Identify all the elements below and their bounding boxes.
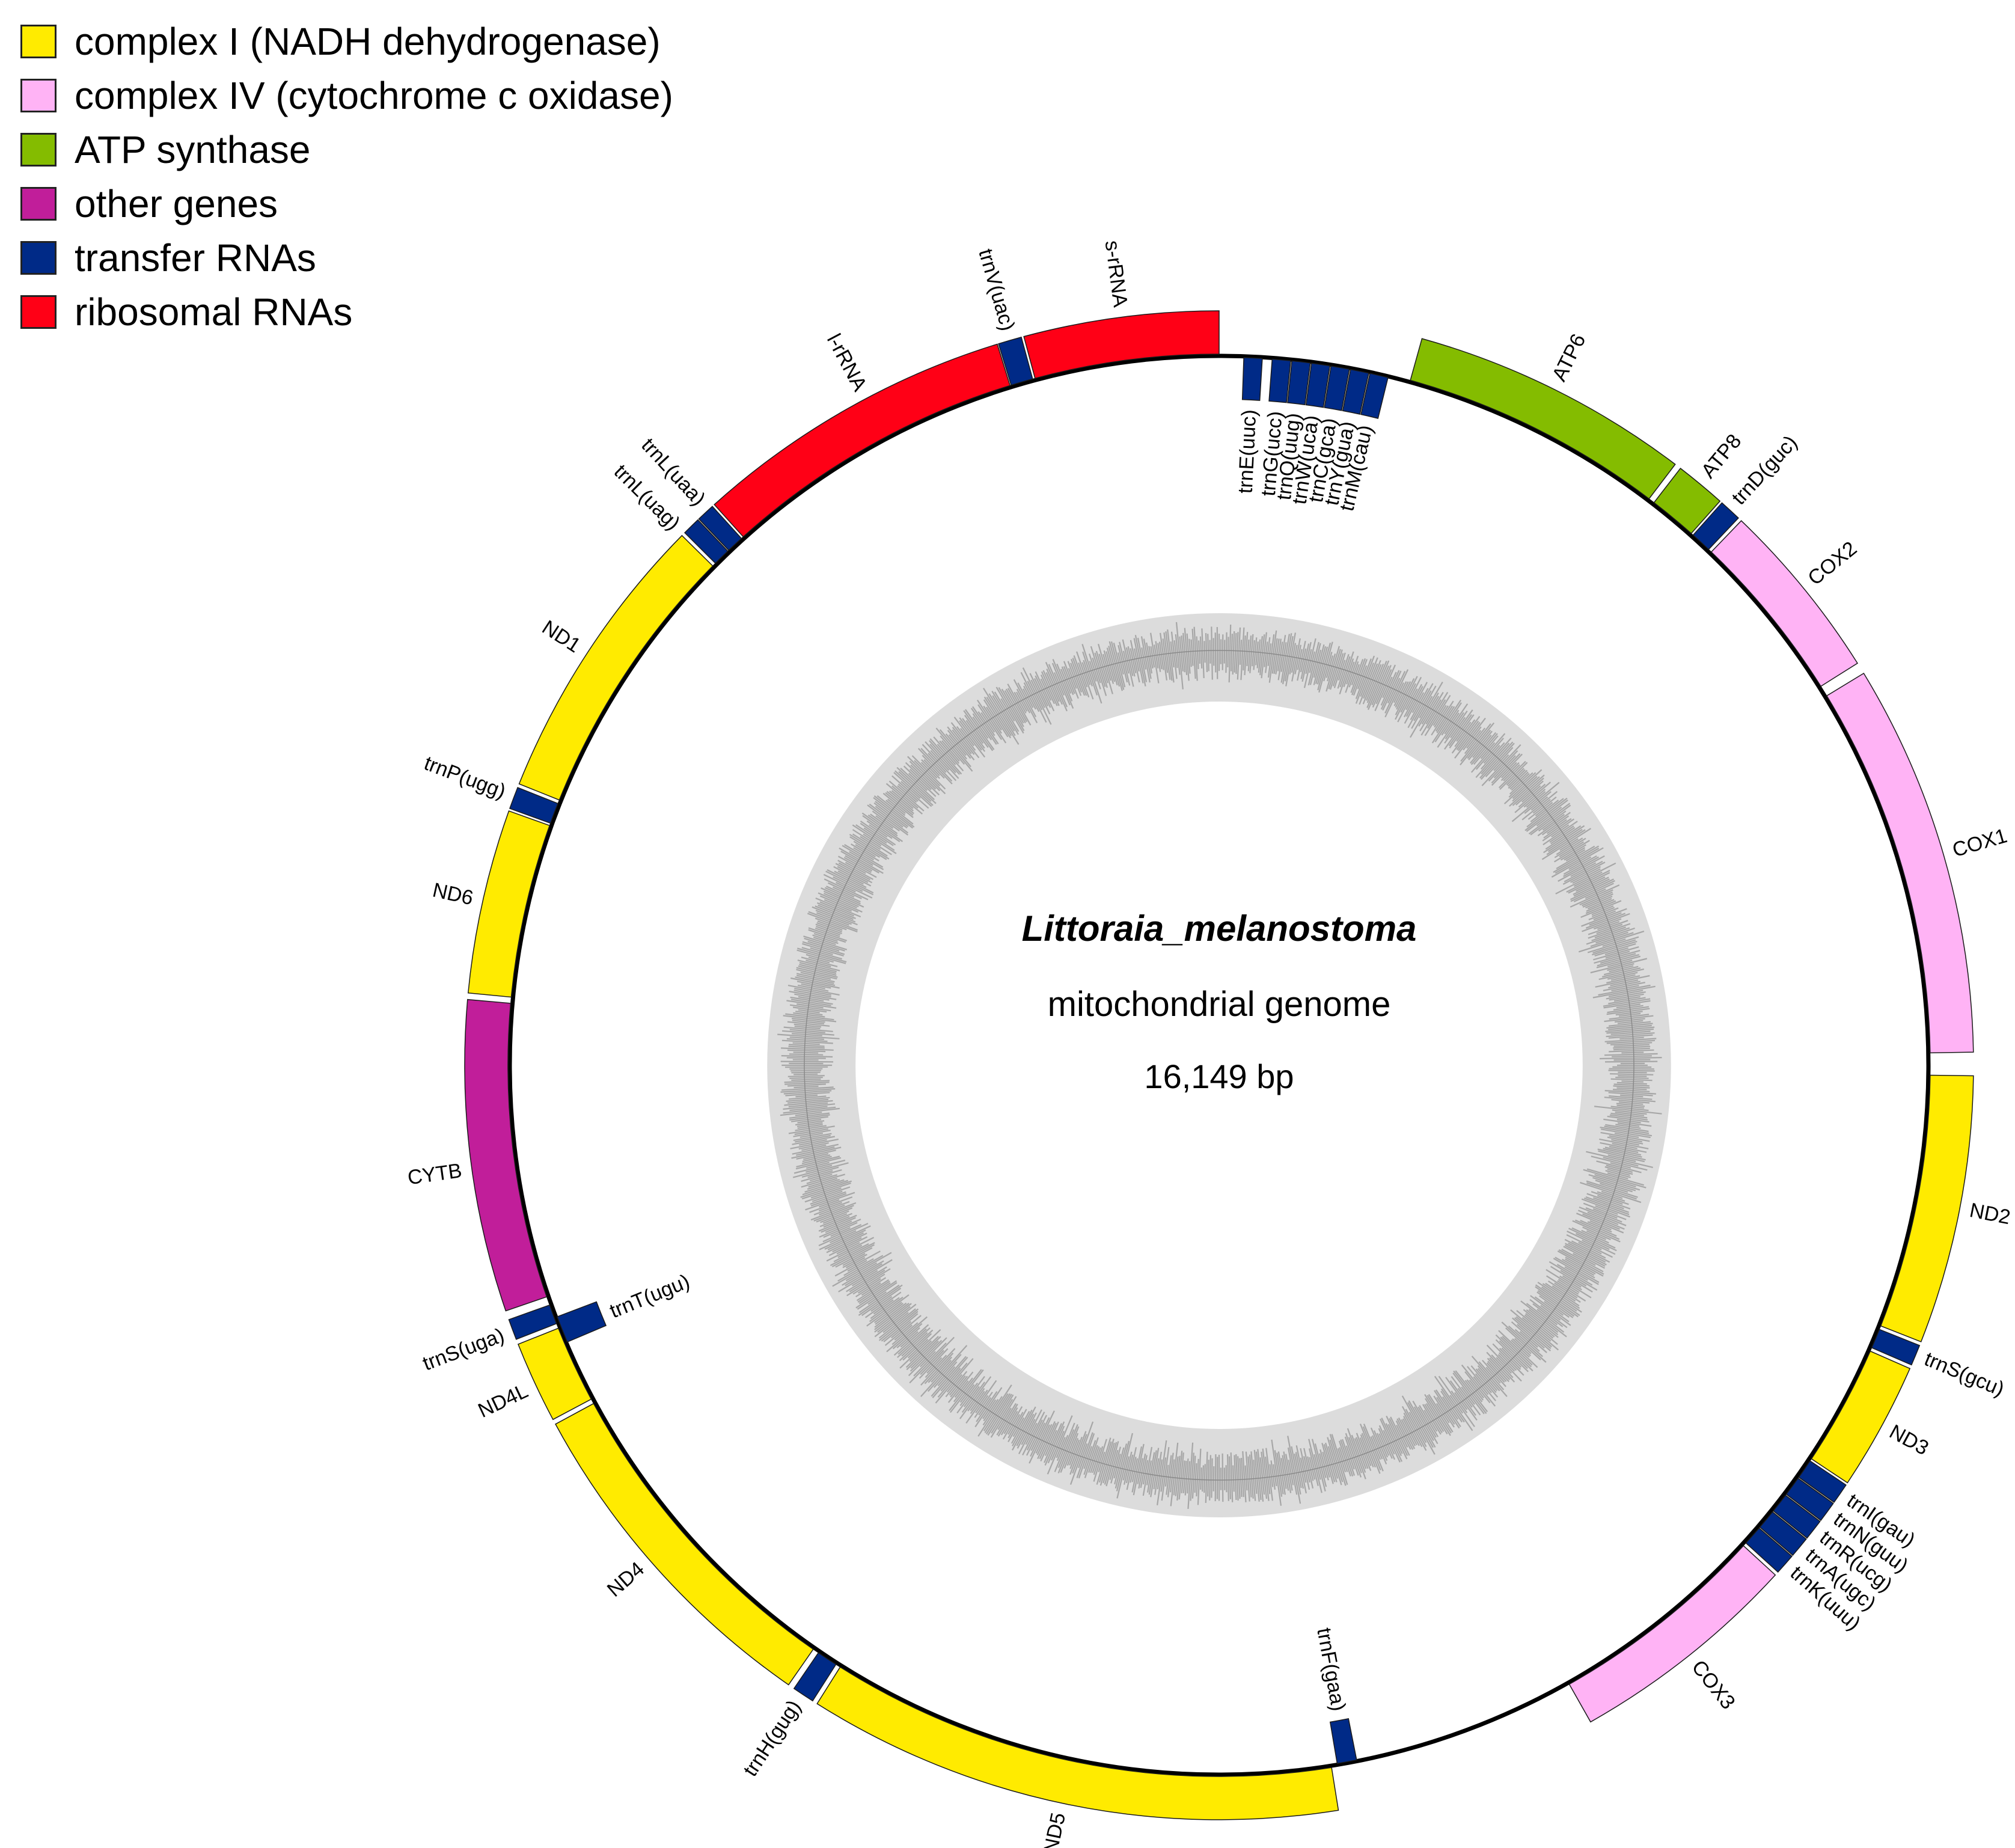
label-trnv-uac: trnV(uac) (974, 246, 1019, 334)
label-cox2: COX2 (1803, 537, 1861, 590)
gene-trnl-uaa (698, 506, 742, 551)
legend-label-complex4: complex IV (cytochrome c oxidase) (75, 74, 673, 117)
legend-swatch-complex1 (20, 25, 57, 58)
legend-item-other: other genes (20, 177, 673, 231)
label-trnf-gaa: trnF(gaa) (1312, 1626, 1350, 1713)
gene-cox1 (1826, 672, 1974, 1054)
gene-nd3 (1811, 1350, 1911, 1484)
legend-swatch-atp (20, 133, 57, 167)
legend-label-rrna: ribosomal RNAs (75, 290, 353, 334)
legend-swatch-complex4 (20, 79, 57, 112)
legend-item-trna: transfer RNAs (20, 231, 673, 285)
legend-label-other: other genes (75, 182, 278, 225)
label-atp8: ATP8 (1697, 430, 1746, 483)
gene-nd4 (555, 1403, 814, 1686)
label-nd4l: ND4L (474, 1380, 531, 1422)
label-nd2: ND2 (1968, 1199, 2012, 1229)
gene-trnn-guu (1785, 1477, 1834, 1522)
gc-content-bars (777, 622, 1662, 1509)
legend-item-atp: ATP synthase (20, 123, 673, 177)
label-atp6: ATP6 (1548, 330, 1591, 385)
gene-trnh-gug (793, 1652, 837, 1702)
gene-cytb (464, 999, 548, 1312)
gene-trne-uuc (1241, 356, 1263, 401)
genome-length: 16,149 bp (1144, 1057, 1294, 1095)
gene-atp8 (1653, 467, 1721, 534)
label-nd3: ND3 (1886, 1420, 1933, 1460)
genome-subtitle: mitochondrial genome (1048, 985, 1391, 1024)
label-trns-gcu: trnS(gcu) (1921, 1347, 2008, 1401)
label-cox1: COX1 (1950, 824, 2010, 861)
gene-nd4l (517, 1327, 592, 1421)
gene-trnp-ugg (509, 787, 559, 824)
legend-label-complex1: complex I (NADH dehydrogenase) (75, 20, 661, 63)
label-l-rrna: l-rRNA (822, 330, 872, 395)
gc-content-ring (767, 613, 1671, 1517)
legend-swatch-trna (20, 241, 57, 275)
gene-nd5 (816, 1666, 1339, 1820)
legend-swatch-other (20, 187, 57, 221)
label-nd6: ND6 (430, 878, 475, 910)
gene-track (464, 310, 1974, 1820)
gene-l-rrna (714, 343, 1011, 537)
gene-trnv-uac (998, 336, 1033, 386)
gene-trnd-guc (1692, 502, 1739, 550)
gene-trns-gcu (1871, 1329, 1921, 1366)
gene-cox3 (1568, 1545, 1776, 1723)
label-nd4: ND4 (603, 1558, 649, 1602)
gene-s-rrna (1023, 310, 1220, 379)
gene-trns-uga (508, 1304, 557, 1340)
gene-trnr-ucg (1772, 1495, 1821, 1539)
label-trne-uuc: trnE(uuc) (1234, 409, 1261, 494)
gene-labels: s-rRNAtrnV(uac)l-rRNAtrnL(uaa)trnL(uag)N… (406, 239, 2013, 1848)
gene-nd6 (467, 810, 551, 998)
gene-trnk-uuu (1745, 1527, 1793, 1573)
label-cytb: CYTB (406, 1159, 463, 1189)
legend-swatch-rrna (20, 295, 57, 329)
legend-item-complex4: complex IV (cytochrome c oxidase) (20, 69, 673, 123)
gene-atp6 (1410, 338, 1676, 500)
gene-trna-ugc (1759, 1511, 1807, 1556)
gene-nd2 (1880, 1074, 1974, 1342)
gene-trnm-cau (1360, 373, 1389, 419)
gene-trnc-gca (1324, 365, 1350, 411)
legend-label-atp: ATP synthase (75, 128, 311, 171)
legend-label-trna: transfer RNAs (75, 236, 316, 280)
label-cox3: COX3 (1687, 1656, 1740, 1713)
gene-trnl-uag (683, 519, 729, 564)
label-s-rrna: s-rRNA (1101, 239, 1132, 309)
legend-item-rrna: ribosomal RNAs (20, 285, 673, 339)
gene-trni-gau (1798, 1460, 1847, 1504)
gene-trny-gua (1342, 369, 1369, 415)
gc-content-midline (804, 650, 1634, 1481)
species-name: Littoraia_melanostoma (1022, 908, 1417, 949)
gene-nd1 (518, 534, 714, 801)
gene-trnq-uug (1287, 360, 1311, 406)
label-trns-uga: trnS(uga) (420, 1324, 507, 1375)
gene-trng-ucc (1268, 358, 1291, 403)
legend: complex I (NADH dehydrogenase) complex IV… (20, 14, 673, 339)
gene-trnf-gaa (1329, 1718, 1357, 1764)
gene-cox2 (1710, 520, 1859, 687)
gene-trnt-ugu (556, 1301, 607, 1343)
genome-backbone-circle (507, 353, 1931, 1777)
label-nd5: ND5 (1039, 1811, 1070, 1848)
label-trnt-ugu: trnT(ugu) (607, 1270, 693, 1323)
legend-item-complex1: complex I (NADH dehydrogenase) (20, 14, 673, 69)
label-trnh-gug: trnH(gug) (739, 1696, 806, 1781)
label-trnp-ugg: trnP(ugg) (421, 751, 509, 803)
label-nd1: ND1 (538, 616, 585, 658)
gene-trnw-uca (1305, 363, 1331, 408)
